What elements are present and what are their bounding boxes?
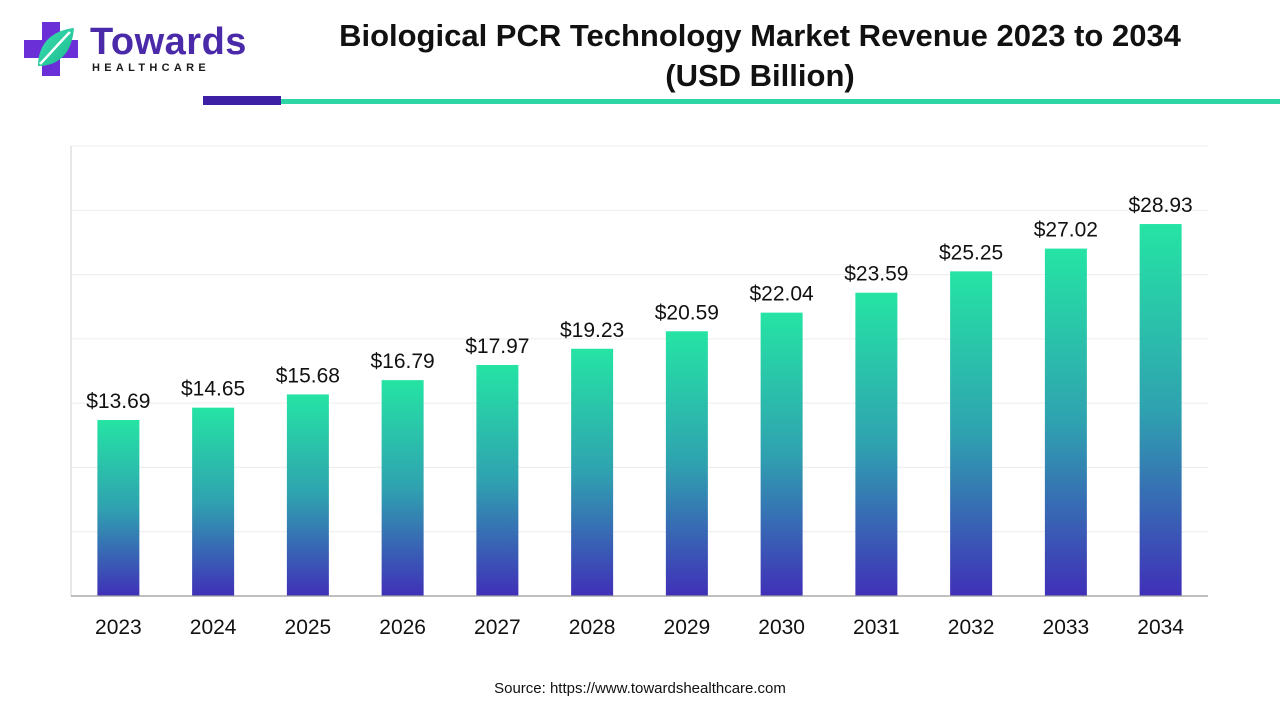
logo-wordmark: Towards: [90, 21, 247, 63]
logo-subtitle: HEALTHCARE: [92, 62, 210, 74]
bar-2031: [855, 292, 898, 596]
data-label-2024: $14.65: [181, 378, 245, 401]
data-label-2026: $16.79: [371, 350, 435, 373]
bar-2029: [665, 331, 708, 596]
data-label-2033: $27.02: [1034, 219, 1098, 242]
bar-2023: [97, 419, 140, 596]
data-label-2031: $23.59: [844, 263, 908, 286]
bar-2034: [1139, 224, 1182, 597]
x-tick-label-2030: 2030: [758, 616, 805, 639]
data-label-2023: $13.69: [86, 390, 150, 413]
x-tick-label-2023: 2023: [95, 616, 142, 639]
data-label-2030: $22.04: [750, 283, 815, 306]
x-tick-label-2028: 2028: [569, 616, 616, 639]
data-label-2025: $15.68: [276, 364, 340, 387]
page-title: Biological PCR Technology Market Revenue…: [260, 16, 1260, 96]
data-label-2027: $17.97: [465, 335, 529, 358]
x-tick-label-2024: 2024: [190, 616, 237, 639]
title-line-1: Biological PCR Technology Market Revenue…: [339, 18, 1181, 53]
bar-2032: [950, 271, 993, 596]
data-label-2029: $20.59: [655, 301, 719, 324]
bar-2027: [476, 364, 519, 596]
x-tick-label-2027: 2027: [474, 616, 521, 639]
x-tick-label-2033: 2033: [1043, 616, 1090, 639]
data-label-2028: $19.23: [560, 319, 624, 342]
medical-cross-leaf-icon: [24, 22, 78, 76]
bar-2030: [760, 312, 803, 596]
bar-2025: [286, 394, 329, 596]
header-rule: [281, 99, 1280, 104]
x-tick-label-2025: 2025: [285, 616, 332, 639]
bar-2033: [1044, 248, 1087, 596]
data-label-2032: $25.25: [939, 241, 1003, 264]
x-tick-label-2032: 2032: [948, 616, 995, 639]
bar-2024: [192, 407, 235, 596]
header-rule-accent: [203, 96, 281, 105]
x-tick-label-2031: 2031: [853, 616, 900, 639]
logo: Towards HEALTHCARE: [20, 18, 246, 82]
source-note: Source: https://www.towardshealthcare.co…: [494, 680, 786, 697]
x-tick-label-2034: 2034: [1137, 616, 1184, 639]
bar-2028: [571, 348, 614, 596]
title-line-2: (USD Billion): [665, 58, 855, 93]
x-tick-label-2026: 2026: [379, 616, 426, 639]
data-label-2034: $28.93: [1129, 194, 1193, 217]
bar-2026: [381, 380, 424, 596]
x-tick-label-2029: 2029: [664, 616, 711, 639]
